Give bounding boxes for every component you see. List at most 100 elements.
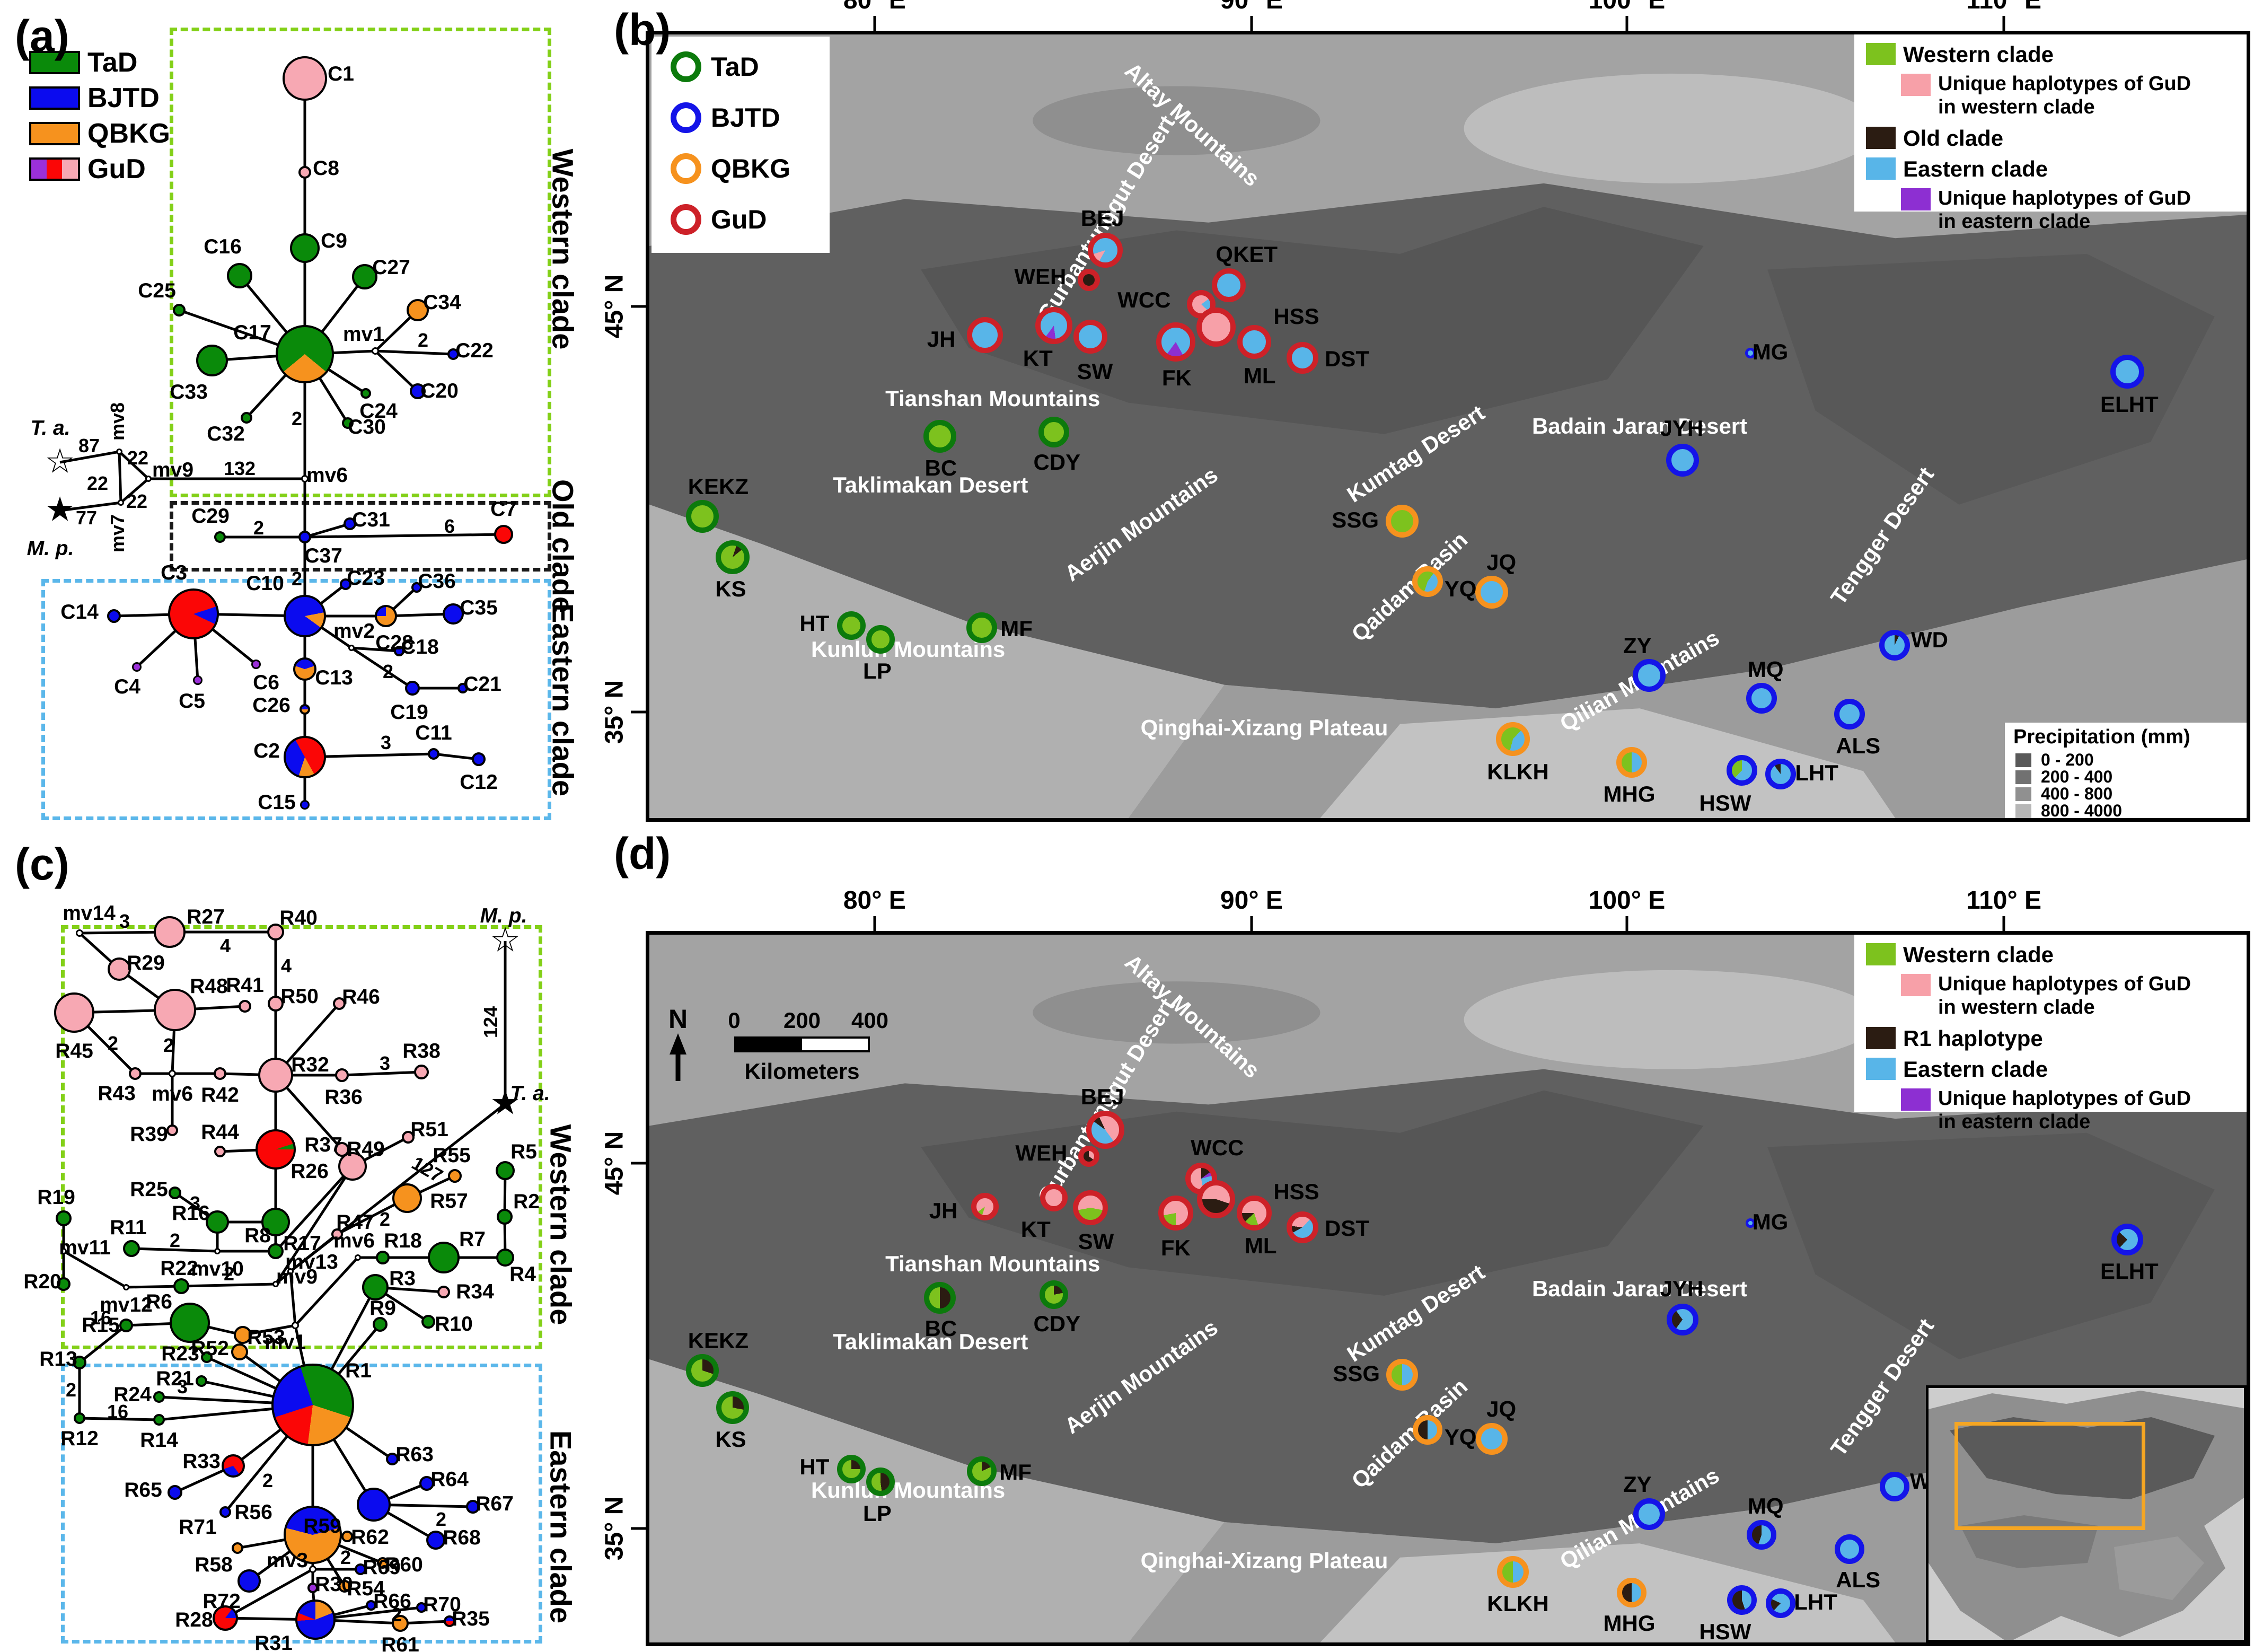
site-ELHT [2111, 1223, 2143, 1255]
lat-label: 45° N [600, 274, 629, 339]
node-R47 [331, 1228, 343, 1240]
node-mv7 [118, 499, 124, 506]
node-label-R20: R20 [23, 1270, 61, 1293]
site-DST [1286, 1211, 1318, 1243]
node-label-C12: C12 [460, 771, 498, 794]
clade-box-black [170, 501, 551, 572]
node-label-C1: C1 [328, 63, 354, 85]
site-label-KT: KT [1020, 1217, 1051, 1242]
geo-label-taklimakan-desert: Taklimakan Desert [833, 472, 1028, 497]
site-label-KEKZ: KEKZ [688, 473, 749, 499]
site-label-LP: LP [863, 658, 892, 684]
site-ZY [1632, 658, 1666, 692]
node-label-mv1: mv1 [264, 1331, 306, 1354]
node-R37 [338, 1152, 367, 1181]
node-label-R64: R64 [430, 1468, 469, 1491]
node-label-C21: C21 [463, 673, 501, 696]
node-mv6 [169, 1070, 176, 1077]
precip-label: 200 - 400 [2041, 767, 2113, 786]
lon-label: 90° E [1220, 886, 1283, 915]
clade-swatch [1866, 1058, 1896, 1080]
edge-label-6: 6 [444, 515, 455, 537]
node-R28 [213, 1605, 238, 1631]
node-R5 [496, 1161, 515, 1180]
edge-label-2: 2 [291, 568, 303, 590]
legend-site-label: QBKG [711, 154, 790, 183]
node-label-mv9: mv9 [152, 459, 194, 481]
node-R35 [444, 1615, 455, 1627]
node-label-R65: R65 [124, 1479, 162, 1501]
site-label-WCC: WCC [1191, 1135, 1244, 1160]
node-label-R38: R38 [402, 1040, 441, 1062]
site-LHT [1766, 1588, 1796, 1619]
node-R51 [402, 1131, 415, 1144]
geo-label-qinghai-xizang-plateau: Qinghai-Xizang Plateau [1140, 1548, 1388, 1574]
clade-label: Western clade [1903, 42, 2054, 67]
site-label-MF: MF [1000, 616, 1033, 641]
lon-label: 110° E [1966, 886, 2042, 915]
clade-swatch [1901, 1088, 1931, 1111]
node-label-R31: R31 [254, 1632, 293, 1652]
site-JH [966, 317, 1003, 353]
node-R20 [57, 1277, 71, 1291]
edge-label-mv8: mv8 [107, 402, 128, 441]
node-label-R43: R43 [98, 1082, 136, 1105]
legend-site-label: GuD [711, 205, 767, 234]
clade-label: Old clade [1903, 126, 2004, 151]
node-C9 [290, 233, 320, 263]
site-HSS [1196, 307, 1236, 347]
site-label-ML: ML [1243, 363, 1276, 389]
legend-a-row-GuD: GuD [29, 153, 146, 185]
site-MQ [1746, 682, 1777, 714]
node-R45 [54, 992, 94, 1033]
node-label-C17: C17 [233, 321, 271, 344]
site-ELHT [2110, 354, 2144, 389]
clade-label: Western clade [1903, 942, 2054, 967]
site-label-HT: HT [799, 610, 830, 636]
node-label-R70: R70 [423, 1593, 461, 1616]
node-label-R46: R46 [342, 986, 380, 1008]
site-WD [1879, 1472, 1909, 1502]
site-BC [923, 1282, 956, 1314]
node-mv10 [214, 1248, 221, 1254]
star-label: T. a. [510, 1082, 550, 1105]
node-label-R27: R27 [187, 906, 225, 928]
scale-bar [734, 1036, 870, 1052]
node-R41 [239, 1000, 251, 1013]
site-KEKZ [685, 1354, 719, 1387]
site-label-ML: ML [1244, 1233, 1277, 1258]
node-C29 [214, 531, 226, 543]
node-mv12 [123, 1284, 129, 1290]
node-R4 [496, 1249, 514, 1267]
node-label-mv1: mv1 [342, 323, 385, 346]
site-label-MHG: MHG [1603, 781, 1656, 806]
node-R58 [232, 1542, 243, 1554]
lon-label: 110° E [1966, 0, 2042, 14]
node-R66 [366, 1600, 376, 1611]
site-label-WEH: WEH [1015, 1140, 1068, 1166]
panel-c-haplotype-network: mv14 R27 R40 R29 R48 R41 R50 R46 R45 R43 mv6 R42 R32… [0, 827, 577, 1652]
node-R60 [377, 1557, 389, 1569]
edge-label-2: 2 [223, 1263, 235, 1285]
site-HT [837, 611, 866, 640]
clade-label: Unique haplotypes of GuD in western clad… [1938, 973, 2191, 1018]
site-label-LHT: LHT [1794, 1589, 1837, 1615]
node-label-C4: C4 [114, 675, 140, 698]
node-label-C20: C20 [420, 380, 459, 402]
node-label-R49: R49 [347, 1138, 385, 1161]
site-label-CDY: CDY [1033, 450, 1081, 475]
node-C34 [407, 299, 429, 321]
site-YQ [1412, 566, 1443, 597]
site-KLKH [1496, 1556, 1529, 1588]
node-label-R1: R1 [345, 1359, 372, 1382]
node-label-mv6: mv6 [151, 1083, 193, 1105]
precip-label: 800 - 4000 [2041, 801, 2123, 820]
node-R62 [357, 1488, 391, 1522]
node-C12 [472, 752, 486, 766]
node-label-R33: R33 [182, 1450, 221, 1473]
node-label-R35: R35 [452, 1607, 490, 1630]
node-label-C5: C5 [179, 690, 205, 713]
node-label-R57: R57 [430, 1190, 468, 1212]
legend-site-BJTD: BJTD [671, 102, 780, 133]
lon-tick [2002, 916, 2005, 931]
